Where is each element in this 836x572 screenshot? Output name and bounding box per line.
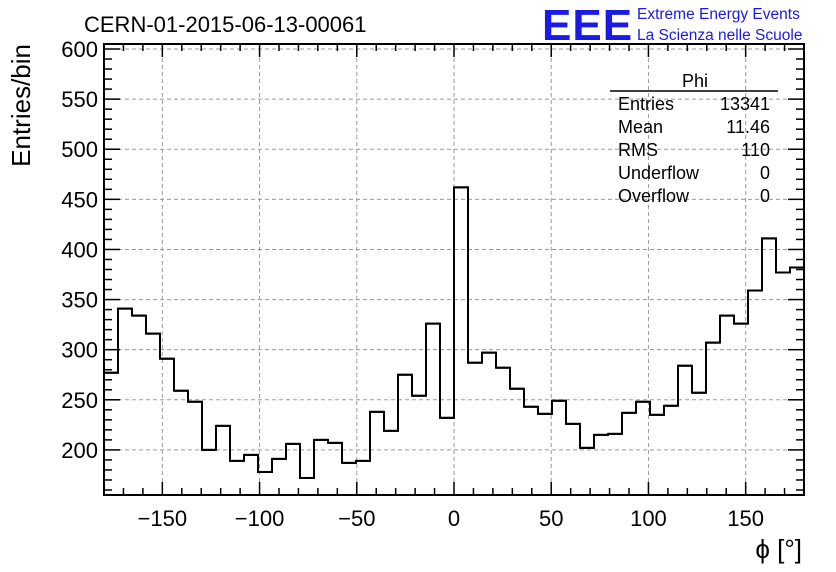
eee-logo: EEE Extreme Energy Events La Scienza nel… bbox=[542, 1, 802, 50]
x-tick-label: 50 bbox=[539, 506, 563, 531]
stats-label-underflow: Underflow bbox=[618, 163, 700, 183]
x-tick-label: −50 bbox=[338, 506, 375, 531]
y-tick-label: 250 bbox=[61, 388, 98, 413]
stats-label-overflow: Overflow bbox=[618, 186, 690, 206]
x-tick-label: −100 bbox=[235, 506, 285, 531]
logo-line-1: Extreme Energy Events bbox=[637, 6, 800, 23]
y-tick-label: 300 bbox=[61, 338, 98, 363]
x-tick-label: 100 bbox=[630, 506, 667, 531]
y-tick-label: 600 bbox=[61, 37, 98, 62]
stats-value-rms: 110 bbox=[741, 140, 770, 160]
chart-title: CERN-01-2015-06-13-00061 bbox=[84, 12, 367, 37]
x-tick-label: −150 bbox=[138, 506, 188, 531]
y-tick-label: 400 bbox=[61, 237, 98, 262]
stats-label-entries: Entries bbox=[618, 94, 674, 114]
x-axis-ticks: −150 −100 −50 0 50 100 150 bbox=[103, 44, 805, 531]
y-tick-label: 450 bbox=[61, 187, 98, 212]
stats-label-mean: Mean bbox=[618, 117, 663, 137]
y-tick-label: 200 bbox=[61, 438, 98, 463]
stats-value-entries: 13341 bbox=[720, 94, 770, 114]
x-tick-label: 0 bbox=[448, 506, 460, 531]
x-tick-label: 150 bbox=[727, 506, 764, 531]
y-tick-label: 550 bbox=[61, 87, 98, 112]
logo-mark: EEE bbox=[542, 1, 633, 50]
y-axis-ticks: 200 250 300 350 400 450 500 550 600 bbox=[61, 37, 804, 491]
stats-name: Phi bbox=[682, 71, 708, 91]
histogram-series-line bbox=[103, 186, 805, 495]
stats-value-mean: 11.46 bbox=[726, 117, 770, 137]
y-tick-label: 350 bbox=[61, 288, 98, 313]
stats-value-underflow: 0 bbox=[760, 163, 770, 183]
stats-value-overflow: 0 bbox=[760, 186, 770, 206]
histogram-bins bbox=[104, 186, 804, 479]
x-axis-label: ϕ [°] bbox=[755, 534, 802, 564]
y-axis-label: Entries/bin bbox=[6, 44, 36, 167]
y-tick-label: 500 bbox=[61, 137, 98, 162]
stats-label-rms: RMS bbox=[618, 140, 658, 160]
logo-line-2: La Scienza nelle Scuole bbox=[637, 27, 802, 44]
stats-box: Phi Entries 13341 Mean 11.46 RMS 110 Und… bbox=[610, 71, 778, 206]
